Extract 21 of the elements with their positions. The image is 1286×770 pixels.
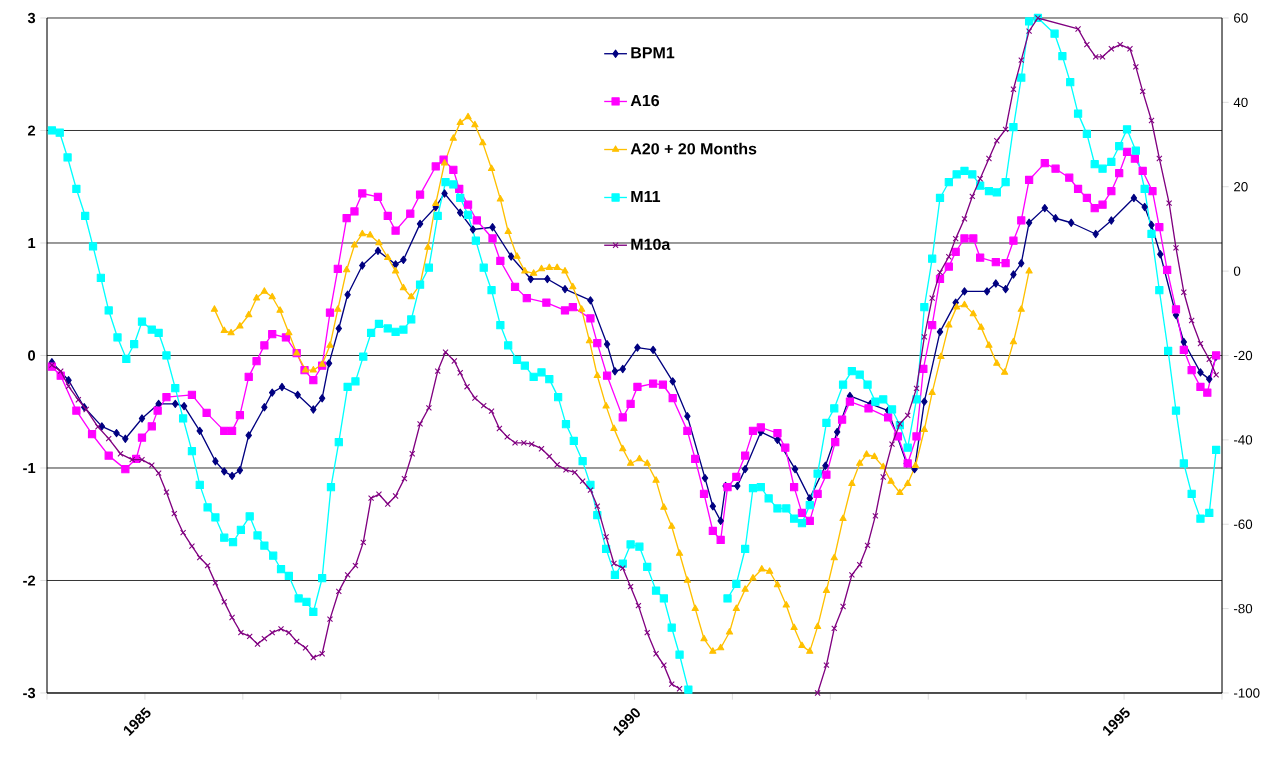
legend-label: M10a xyxy=(631,238,671,250)
y2-tick-label: 20 xyxy=(1234,182,1248,192)
y2-tick-label: -20 xyxy=(1233,350,1253,361)
y-tick-label: 1 xyxy=(28,237,36,249)
legend-label: M11 xyxy=(631,191,661,202)
y2-tick-label: -40 xyxy=(1233,435,1253,445)
y-tick-label: -1 xyxy=(23,462,36,474)
y2-tick-label: 0 xyxy=(1233,266,1241,276)
legend-label: A16 xyxy=(630,94,660,107)
y2-tick-label: 60 xyxy=(1234,13,1248,23)
y-tick-label: -2 xyxy=(23,575,36,586)
legend-label: A20 + 20 Months xyxy=(630,142,757,155)
y2-tick-label: -100 xyxy=(1233,688,1260,698)
y2-tick-label: 40 xyxy=(1233,97,1248,108)
y-tick-label: 3 xyxy=(27,12,36,24)
y2-tick-label: -60 xyxy=(1233,519,1253,529)
y2-tick-label: -80 xyxy=(1233,603,1253,614)
y-tick-label: 2 xyxy=(27,125,36,136)
y-tick-label: -3 xyxy=(23,687,36,699)
y-tick-label: 0 xyxy=(28,350,36,361)
legend-label: BPM1 xyxy=(631,47,675,59)
